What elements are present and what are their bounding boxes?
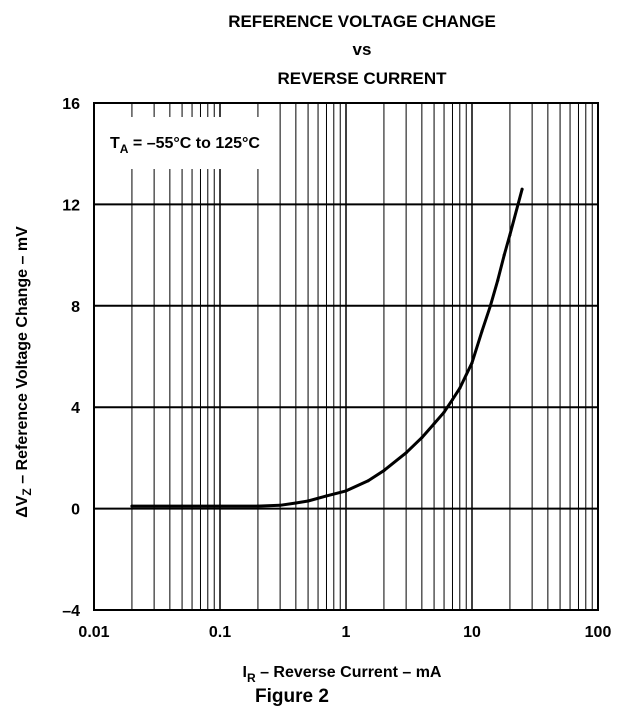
plot-frame — [93, 102, 599, 611]
y-axis-label-subscript: Z — [20, 488, 34, 495]
annotation-subscript: A — [120, 142, 129, 156]
data-point — [442, 410, 446, 414]
data-point — [502, 253, 506, 257]
data-point — [294, 501, 298, 505]
x-axis-label: IR – Reverse Current – mA — [243, 664, 442, 685]
annotation-symbol: T — [110, 135, 120, 152]
x-tick-label: 0.01 — [78, 624, 109, 641]
grid-lines — [93, 102, 599, 611]
temperature-annotation: TA = –55°C to 125°C — [96, 117, 273, 169]
series-line — [130, 187, 524, 508]
y-axis-label: ΔVZ – Reference Voltage Change – mV — [14, 226, 34, 518]
x-axis-label-symbol: I — [243, 664, 247, 681]
series-points — [130, 187, 524, 508]
annotation-text: TA = –55°C to 125°C — [110, 135, 260, 156]
data-point — [404, 451, 408, 455]
y-tick-label: 16 — [62, 96, 80, 113]
data-point — [382, 469, 386, 473]
data-point — [420, 436, 424, 440]
data-point — [130, 504, 134, 508]
data-point — [480, 329, 484, 333]
x-tick-label: 0.1 — [209, 624, 231, 641]
data-point — [458, 386, 462, 390]
y-tick-labels: –4 0 4 8 12 16 — [62, 96, 80, 620]
data-point — [306, 499, 310, 503]
y-tick-label: –4 — [62, 603, 80, 620]
x-tick-label: 1 — [342, 624, 351, 641]
chart-title-line-2: vs — [353, 40, 372, 59]
x-tick-labels: 0.01 0.1 1 10 100 — [78, 624, 611, 641]
data-point — [278, 503, 282, 507]
data-point — [432, 422, 436, 426]
annotation-box — [96, 117, 273, 169]
data-point — [180, 504, 184, 508]
x-tick-label: 100 — [585, 624, 612, 641]
x-tick-label: 10 — [463, 624, 481, 641]
data-point — [256, 504, 260, 508]
data-point — [366, 479, 370, 483]
x-axis-label-subscript: R — [247, 671, 256, 685]
data-point — [450, 398, 454, 402]
data-point — [470, 361, 474, 365]
x-axis-label-text: – Reverse Current – mA — [256, 664, 442, 681]
y-tick-label: 4 — [71, 400, 80, 417]
data-point — [488, 304, 492, 308]
y-tick-label: 0 — [71, 502, 80, 519]
y-tick-label: 8 — [71, 299, 80, 316]
chart-title-line-3: REVERSE CURRENT — [277, 69, 447, 88]
data-point — [508, 233, 512, 237]
data-point — [344, 489, 348, 493]
annotation-rest: = –55°C to 125°C — [128, 135, 260, 152]
data-point — [218, 504, 222, 508]
y-axis-label-text: – Reference Voltage Change – mV — [14, 226, 31, 488]
y-tick-label: 12 — [62, 197, 80, 214]
data-point — [496, 278, 500, 282]
chart-title-line-1: REFERENCE VOLTAGE CHANGE — [228, 12, 496, 31]
y-axis-label-symbol: ΔV — [14, 495, 31, 518]
data-point — [520, 187, 524, 191]
data-point — [324, 494, 328, 498]
figure-caption: Figure 2 — [255, 686, 329, 707]
